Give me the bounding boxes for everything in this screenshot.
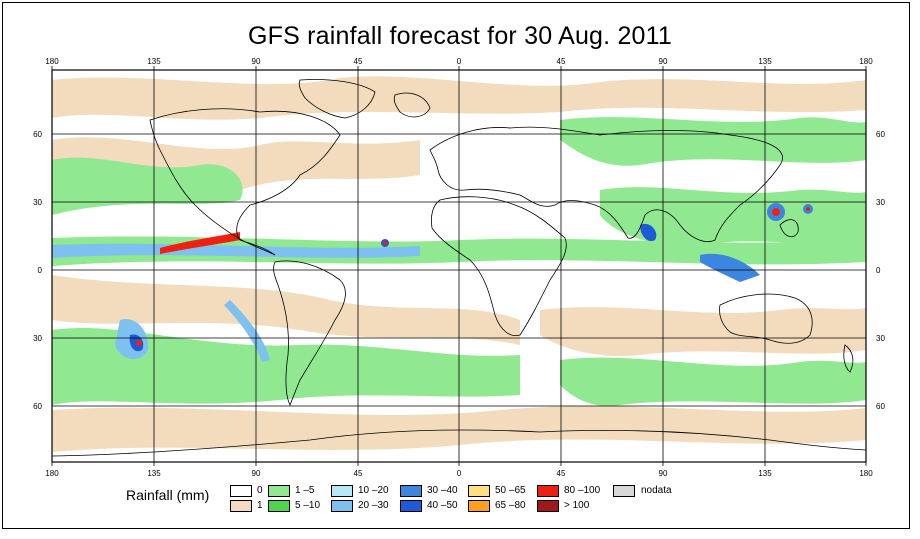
legend-label: nodata: [641, 485, 672, 496]
legend-swatch: [230, 485, 252, 497]
legend-label: 1: [257, 500, 263, 511]
lon-label-top: 180: [45, 57, 59, 66]
legend-label: 50 –65: [495, 485, 526, 496]
legend-label: 30 –40: [427, 485, 458, 496]
lon-label-bottom: 90: [252, 469, 261, 478]
legend-swatch: [331, 500, 353, 512]
lon-label-top: 45: [557, 57, 566, 66]
lat-label-left: 0: [38, 266, 43, 275]
legend-swatch: [613, 485, 635, 497]
lat-label-left: 30: [33, 334, 42, 343]
lat-label-right: 0: [876, 266, 881, 275]
lon-label-top: 90: [659, 57, 668, 66]
lat-label-right: 60: [876, 130, 885, 139]
legend-swatch: [468, 500, 490, 512]
legend-swatch: [268, 485, 290, 497]
figure-frame: [2, 2, 910, 529]
graticule: [52, 70, 866, 462]
lon-label-bottom: 45: [354, 469, 363, 478]
lon-label-top: 0: [457, 57, 462, 66]
legend-swatch: [468, 485, 490, 497]
lat-label-right: 60: [876, 402, 885, 411]
legend-swatch: [537, 485, 559, 497]
legend-label: 80 –100: [564, 485, 601, 496]
lon-label-top: 90: [252, 57, 261, 66]
legend-label: 5 –10: [295, 500, 321, 511]
lat-label-right: 30: [876, 334, 885, 343]
lon-label-bottom: 135: [147, 469, 161, 478]
legend-label: 20 –30: [358, 500, 389, 511]
lon-label-bottom: 180: [859, 469, 873, 478]
legend-swatch: [230, 500, 252, 512]
lat-label-right: 30: [876, 198, 885, 207]
legend-label: 0: [257, 485, 263, 496]
tick-marks: [51, 66, 867, 466]
legend-swatch: [537, 500, 559, 512]
legend-swatch: [400, 500, 422, 512]
lat-label-left: 60: [33, 402, 42, 411]
lon-label-bottom: 135: [758, 469, 772, 478]
lon-label-bottom: 180: [45, 469, 59, 478]
map-title: GFS rainfall forecast for 30 Aug. 2011: [247, 22, 673, 50]
lon-label-top: 180: [859, 57, 873, 66]
legend-swatch: [268, 500, 290, 512]
legend-swatch: [400, 485, 422, 497]
legend-label: 40 –50: [427, 500, 458, 511]
lon-label-top: 45: [354, 57, 363, 66]
coastlines: [52, 79, 866, 462]
legend-label: 10 –20: [358, 485, 389, 496]
legend-title: Rainfall (mm): [126, 487, 210, 503]
legend-swatch: [331, 485, 353, 497]
lon-label-bottom: 90: [659, 469, 668, 478]
lat-label-left: 60: [33, 130, 42, 139]
legend-label: 1 –5: [295, 485, 315, 496]
lon-label-bottom: 45: [557, 469, 566, 478]
legend-label: 65 –80: [495, 500, 526, 511]
lon-label-top: 135: [147, 57, 161, 66]
lon-label-bottom: 0: [457, 469, 462, 478]
lon-label-top: 135: [758, 57, 772, 66]
lat-label-left: 30: [33, 198, 42, 207]
legend-label: > 100: [564, 500, 590, 511]
